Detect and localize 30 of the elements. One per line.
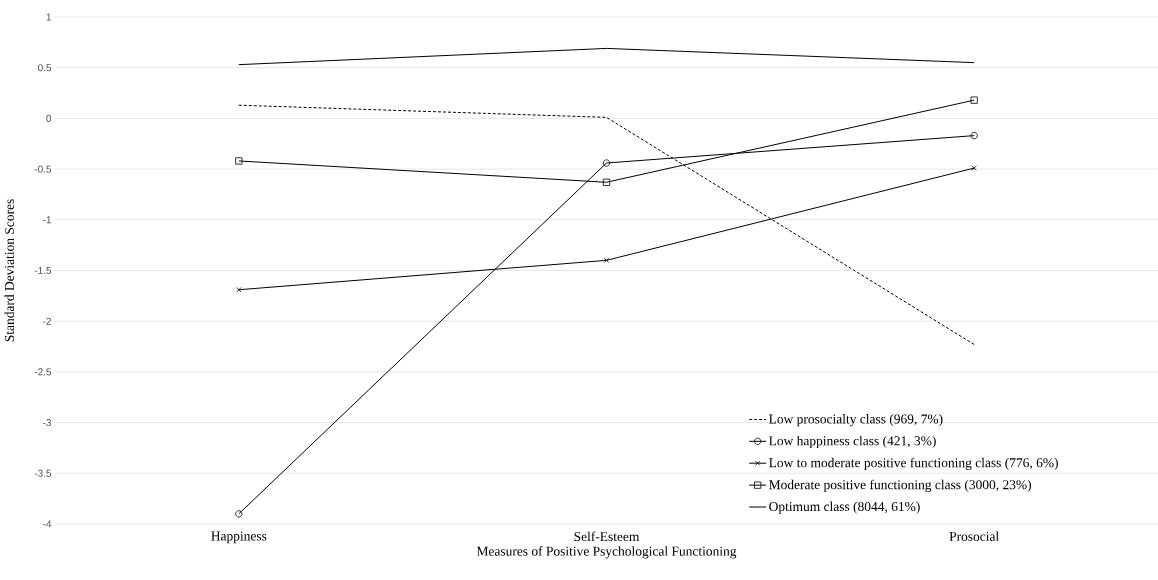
- y-tick-label: -2.5: [34, 368, 52, 376]
- point: [235, 510, 243, 518]
- y-tick-label: -2: [43, 317, 51, 325]
- y-tick-label: -3: [43, 419, 52, 427]
- x-axis-title: Measures of Positive Psychological Functioning: [476, 546, 737, 559]
- y-tick-label: -1.5: [34, 267, 52, 274]
- y-tick-label: -3.5: [34, 469, 52, 477]
- x-tick-label: Happiness: [211, 531, 267, 544]
- point: [603, 257, 610, 263]
- y-tick-label: 0.5: [38, 64, 52, 72]
- legend-label: Low to moderate positive functioning class (776, 6%): [769, 457, 1058, 471]
- legend-label: Low happiness class (421, 3%): [769, 435, 936, 449]
- x-tick-label: Self-Esteem: [574, 531, 640, 542]
- point: [971, 165, 977, 171]
- point: [970, 132, 978, 140]
- legend-label: Optimum class (8044, 61%): [769, 501, 920, 514]
- legend-label: Low prosocialty class (969, 7%): [769, 414, 943, 427]
- x-tick-label: Prosocial: [949, 531, 999, 541]
- point: [970, 96, 978, 104]
- y-tick-label: -1: [43, 216, 52, 224]
- point: [602, 159, 611, 167]
- legend-label: Moderate positive functioning class (3000, 23%): [769, 479, 1032, 493]
- y-tick-label: 1: [46, 13, 52, 21]
- point: [236, 287, 242, 293]
- y-tick-label: -0.5: [34, 165, 52, 173]
- y-tick-label: 0: [46, 114, 52, 122]
- point: [602, 178, 611, 186]
- y-axis-title: Standard Deviation Scores: [4, 199, 14, 342]
- y-tick-label: -4: [43, 520, 52, 528]
- point: [235, 157, 243, 165]
